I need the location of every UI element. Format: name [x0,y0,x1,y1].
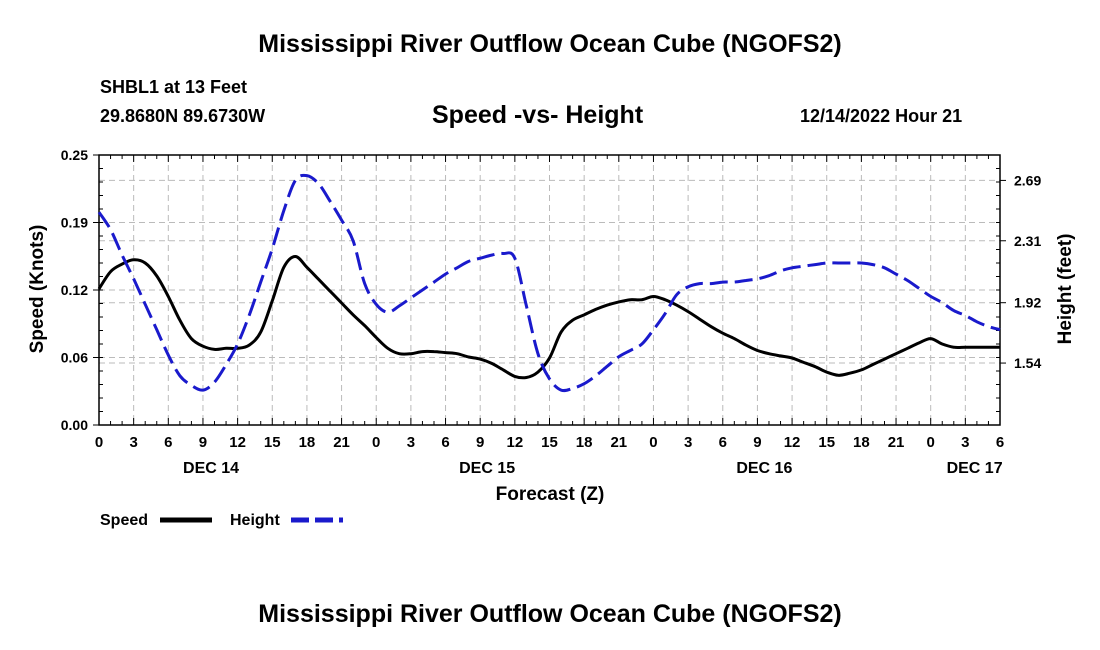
x-tick-label: 9 [476,434,484,451]
x-tick-label: 6 [164,434,172,451]
x-tick-label: 21 [888,434,905,451]
station-coordinates: 29.8680N 89.6730W [100,106,266,126]
legend: Speed Height [100,512,343,529]
legend-label-height: Height [230,512,280,529]
series-line-speed [97,255,1000,380]
x-tick-label: 15 [541,434,558,451]
x-tick-label: 0 [372,434,380,451]
x-tick-label: 21 [610,434,627,451]
series-line-height [97,173,1001,393]
x-tick-label: 18 [853,434,870,451]
y-left-tick-label: 0.06 [61,350,88,366]
x-tick-label: 3 [684,434,692,451]
x-tick-label: 3 [129,434,137,451]
y-right-tick-label: 2.69 [1014,172,1041,188]
y-left-tick-label: 0.25 [61,147,88,163]
forecast-datetime: 12/14/2022 Hour 21 [800,106,963,126]
x-tick-label: 3 [407,434,415,451]
station-label: SHBL1 at 13 Feet [100,77,248,97]
x-tick-label: 6 [996,434,1004,451]
y-axis-right-label: Height (feet) [1055,234,1076,345]
x-tick-label: 3 [961,434,969,451]
date-label: DEC 14 [183,460,239,477]
date-labels: DEC 14 DEC 15 DEC 16 DEC 17 [183,460,1003,477]
x-tick-label: 15 [818,434,835,451]
series-lines [97,173,1001,393]
y-axis-left-label: Speed (Knots) [27,225,48,354]
x-tick-label: 12 [784,434,801,451]
x-tick-labels: 0 3 6 9 12 15 18 21 0 3 6 9 12 15 18 21 0 3 6 9 12 15 18 21 0 3 6 [95,434,1004,451]
date-label: DEC 17 [947,460,1003,477]
legend-label-speed: Speed [100,512,148,529]
x-tick-label: 12 [507,434,524,451]
y-left-tick-label: 0.19 [61,215,88,231]
y-left-tick-labels: 0.00 0.06 0.12 0.19 0.25 [61,147,88,433]
y-right-tick-label: 1.92 [1014,295,1041,311]
chart-subtitle: Speed -vs- Height [432,101,644,129]
y-left-tick-label: 0.12 [61,282,88,298]
x-tick-label: 0 [927,434,935,451]
y-left-tick-label: 0.00 [61,417,88,433]
x-tick-label: 0 [95,434,103,451]
x-tick-label: 18 [299,434,316,451]
axis-ticks [93,154,1006,426]
x-tick-label: 6 [441,434,449,451]
y-right-tick-label: 2.31 [1014,233,1041,249]
x-tick-label: 21 [333,434,350,451]
x-tick-label: 18 [576,434,593,451]
x-tick-label: 9 [753,434,761,451]
x-tick-label: 12 [229,434,246,451]
y-right-tick-label: 1.54 [1014,355,1041,371]
chart-title: Mississippi River Outflow Ocean Cube (NG… [258,30,842,58]
date-label: DEC 16 [736,460,792,477]
footer-title: Mississippi River Outflow Ocean Cube (NG… [258,600,842,628]
x-tick-label: 0 [649,434,657,451]
x-tick-label: 15 [264,434,281,451]
x-axis-label: Forecast (Z) [496,484,605,505]
grid-lines [99,155,1000,425]
x-tick-label: 9 [199,434,207,451]
date-label: DEC 15 [459,460,515,477]
x-tick-label: 6 [719,434,727,451]
y-right-tick-labels: 1.54 1.92 2.31 2.69 [1014,172,1041,371]
